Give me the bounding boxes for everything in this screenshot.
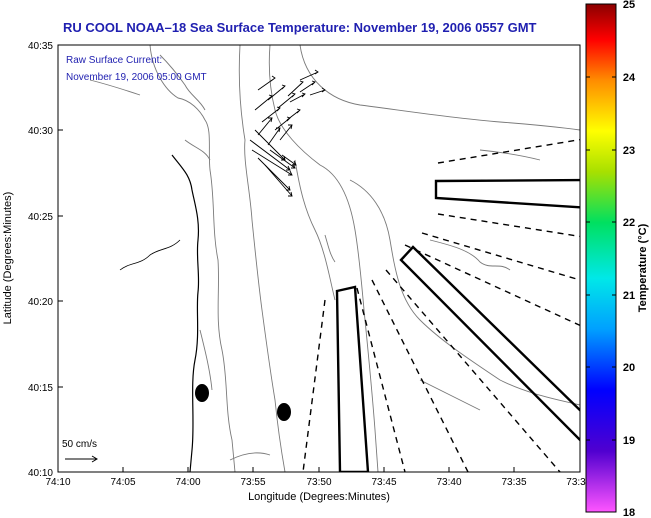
- current-vectors: [249, 69, 326, 197]
- x-tick-label: 73:35: [501, 477, 526, 488]
- scale-label: 50 cm/s: [62, 439, 97, 450]
- y-tick-label: 40:20: [28, 297, 53, 308]
- x-tick-label: 74:10: [45, 477, 70, 488]
- annotation-line1: Raw Surface Current:: [66, 55, 162, 66]
- colorbar-tick-label: 25: [623, 0, 635, 11]
- dashed-transects: [302, 138, 580, 472]
- map-title: RU COOL NOAA–18 Sea Surface Temperature:…: [63, 20, 537, 35]
- colorbar-tick-labels: 25 24 23 22 21 20 19 18: [623, 0, 636, 518]
- y-tick-labels: 40:35 40:30 40:25 40:20 40:15 40:10: [28, 41, 53, 479]
- buoy-marker: [195, 384, 209, 402]
- colorbar-tick-label: 22: [623, 217, 635, 229]
- colorbar: [585, 3, 617, 513]
- coastline: [171, 154, 200, 472]
- y-tick-label: 40:15: [28, 383, 53, 394]
- colorbar-tick-label: 19: [623, 435, 635, 447]
- bathymetry-contours: [89, 45, 580, 472]
- x-tick-label: 73:55: [240, 477, 265, 488]
- colorbar-tick-label: 24: [623, 72, 636, 84]
- colorbar-tick-label: 21: [623, 290, 635, 302]
- x-tick-label: 73:45: [371, 477, 396, 488]
- scale-arrow: [65, 455, 98, 463]
- x-tick-label: 74:00: [175, 477, 200, 488]
- x-tick-label: 73:3: [566, 477, 586, 488]
- x-tick-labels: 74:10 74:05 74:00 73:55 73:50 73:45 73:4…: [45, 477, 586, 488]
- y-axis-label: Latitude (Degrees:Minutes): [2, 192, 14, 325]
- buoy-marker: [277, 403, 291, 421]
- y-tick-label: 40:10: [28, 468, 53, 479]
- colorbar-tick-label: 20: [623, 362, 635, 374]
- colorbar-label: Temperature (°C): [637, 223, 649, 312]
- map-content: [89, 45, 580, 472]
- y-tick-label: 40:25: [28, 212, 53, 223]
- inlet-contour: [119, 239, 181, 271]
- y-tick-label: 40:30: [28, 126, 53, 137]
- x-tick-label: 73:40: [436, 477, 461, 488]
- plot-frame: [57, 44, 581, 473]
- y-tick-label: 40:35: [28, 41, 53, 52]
- x-tick-label: 74:05: [110, 477, 135, 488]
- x-tick-marks: [57, 44, 515, 472]
- x-axis-label: Longitude (Degrees:Minutes): [248, 491, 390, 503]
- x-tick-label: 73:50: [306, 477, 331, 488]
- colorbar-tick-label: 18: [623, 507, 635, 518]
- colorbar-ticks: [586, 76, 616, 441]
- annotation-line2: November 19, 2006 05:00 GMT: [66, 72, 207, 83]
- colorbar-tick-label: 23: [623, 145, 635, 157]
- transect-boxes: [335, 178, 580, 472]
